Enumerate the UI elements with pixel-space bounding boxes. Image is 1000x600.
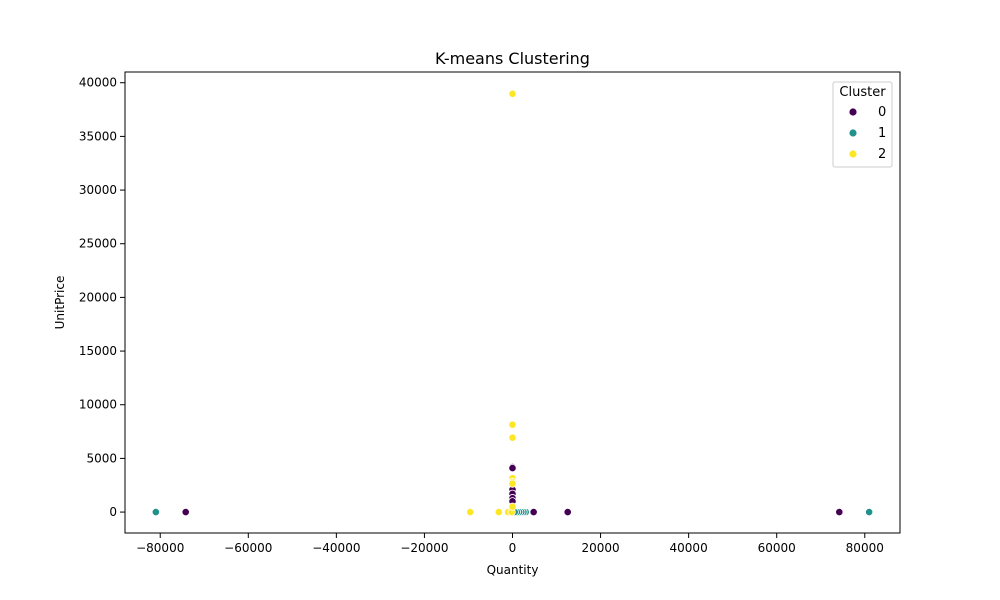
y-tick-label: 5000 [86,451,117,465]
y-axis-ticks: 0 5000 10000 15000 20000 25000 30000 35000 40000 [79,76,125,519]
y-tick-label: 20000 [79,290,117,304]
cluster-2-point [508,433,517,442]
chart-title: K-means Clustering [435,49,590,68]
y-tick-label: 15000 [79,344,117,358]
cluster-0-point [529,507,538,517]
x-tick-label: 0 [509,541,517,555]
x-tick-label: 40000 [670,541,708,555]
legend-label-cluster-2: 2 [878,147,886,162]
x-tick-label: −60000 [224,541,272,555]
legend-box [832,81,893,168]
cluster-0-point [508,463,517,473]
cluster-2-point [508,479,517,488]
cluster-2-point [466,507,475,517]
legend-label-cluster-1: 1 [878,126,886,141]
legend-marker-cluster-0 [848,107,858,117]
legend: Cluster 0 1 2 [832,81,893,168]
cluster-0-point [563,507,572,517]
legend-label-cluster-0: 0 [878,105,886,120]
x-tick-label: 80000 [846,541,884,555]
cluster-2-point [508,502,517,511]
x-tick-label: −40000 [312,541,360,555]
legend-title: Cluster [839,85,886,100]
cluster-1-point [151,507,160,517]
cluster-2-point [494,507,503,517]
cluster-2-point [508,420,517,429]
y-tick-label: 25000 [79,237,117,251]
cluster-0-point [181,507,190,517]
cluster-1-point [865,507,874,517]
legend-marker-cluster-1 [848,128,858,138]
cluster-0-point [835,507,844,517]
x-axis-label: Quantity [487,563,539,577]
cluster-2-point [508,89,517,98]
scatter-points [151,89,874,517]
x-tick-label: −20000 [400,541,448,555]
x-tick-label: −80000 [136,541,184,555]
y-tick-label: 40000 [79,76,117,90]
y-tick-label: 30000 [79,183,117,197]
x-axis-ticks: −80000 −60000 −40000 −20000 0 20000 40000 60000… [136,533,884,555]
y-tick-label: 35000 [79,129,117,143]
legend-marker-cluster-2 [848,149,858,159]
y-tick-label: 0 [109,505,117,519]
x-tick-label: 20000 [581,541,619,555]
plot-area [124,71,901,534]
x-tick-label: 60000 [758,541,796,555]
y-tick-label: 10000 [79,398,117,412]
y-axis-label: UnitPrice [53,276,67,330]
